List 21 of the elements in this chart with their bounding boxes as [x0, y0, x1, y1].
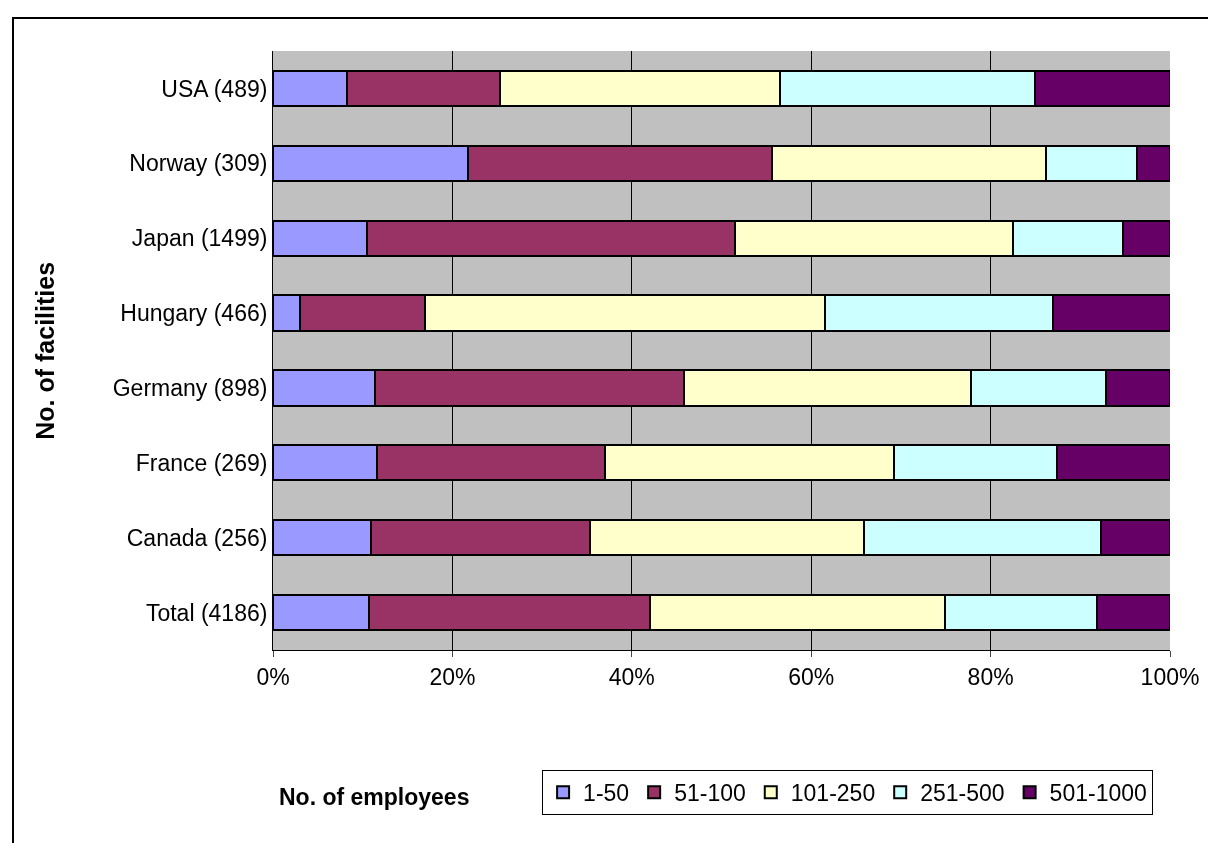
- y-tick-label: Germany (898): [112, 374, 268, 401]
- y-tick-label: France (269): [135, 449, 268, 476]
- legend-label: 101-250: [790, 780, 876, 807]
- y-tick-label: Canada (256): [126, 524, 268, 551]
- x-tick-label: 0%: [256, 663, 290, 690]
- x-tick-label: 80%: [967, 663, 1014, 690]
- y-tick-label: Hungary (466): [120, 300, 268, 327]
- y-tick-label: USA (489): [161, 75, 268, 102]
- x-tick-label: 100%: [1140, 663, 1200, 690]
- y-tick-label: Norway (309): [129, 150, 268, 177]
- legend-label: 51-100: [674, 780, 746, 807]
- y-tick-label: Total (4186): [145, 599, 268, 626]
- y-tick-label: Japan (1499): [131, 225, 268, 252]
- x-tick-label: 20%: [429, 663, 476, 690]
- legend-label: 1-50: [583, 780, 630, 807]
- legend-label: 501-1000: [1049, 780, 1147, 807]
- x-tick-label: 40%: [608, 663, 655, 690]
- y-axis-title: No. of facilities: [30, 261, 59, 440]
- x-axis-title: No. of employees: [279, 784, 470, 810]
- x-tick-label: 60%: [788, 663, 835, 690]
- legend-label: 251-500: [920, 780, 1005, 807]
